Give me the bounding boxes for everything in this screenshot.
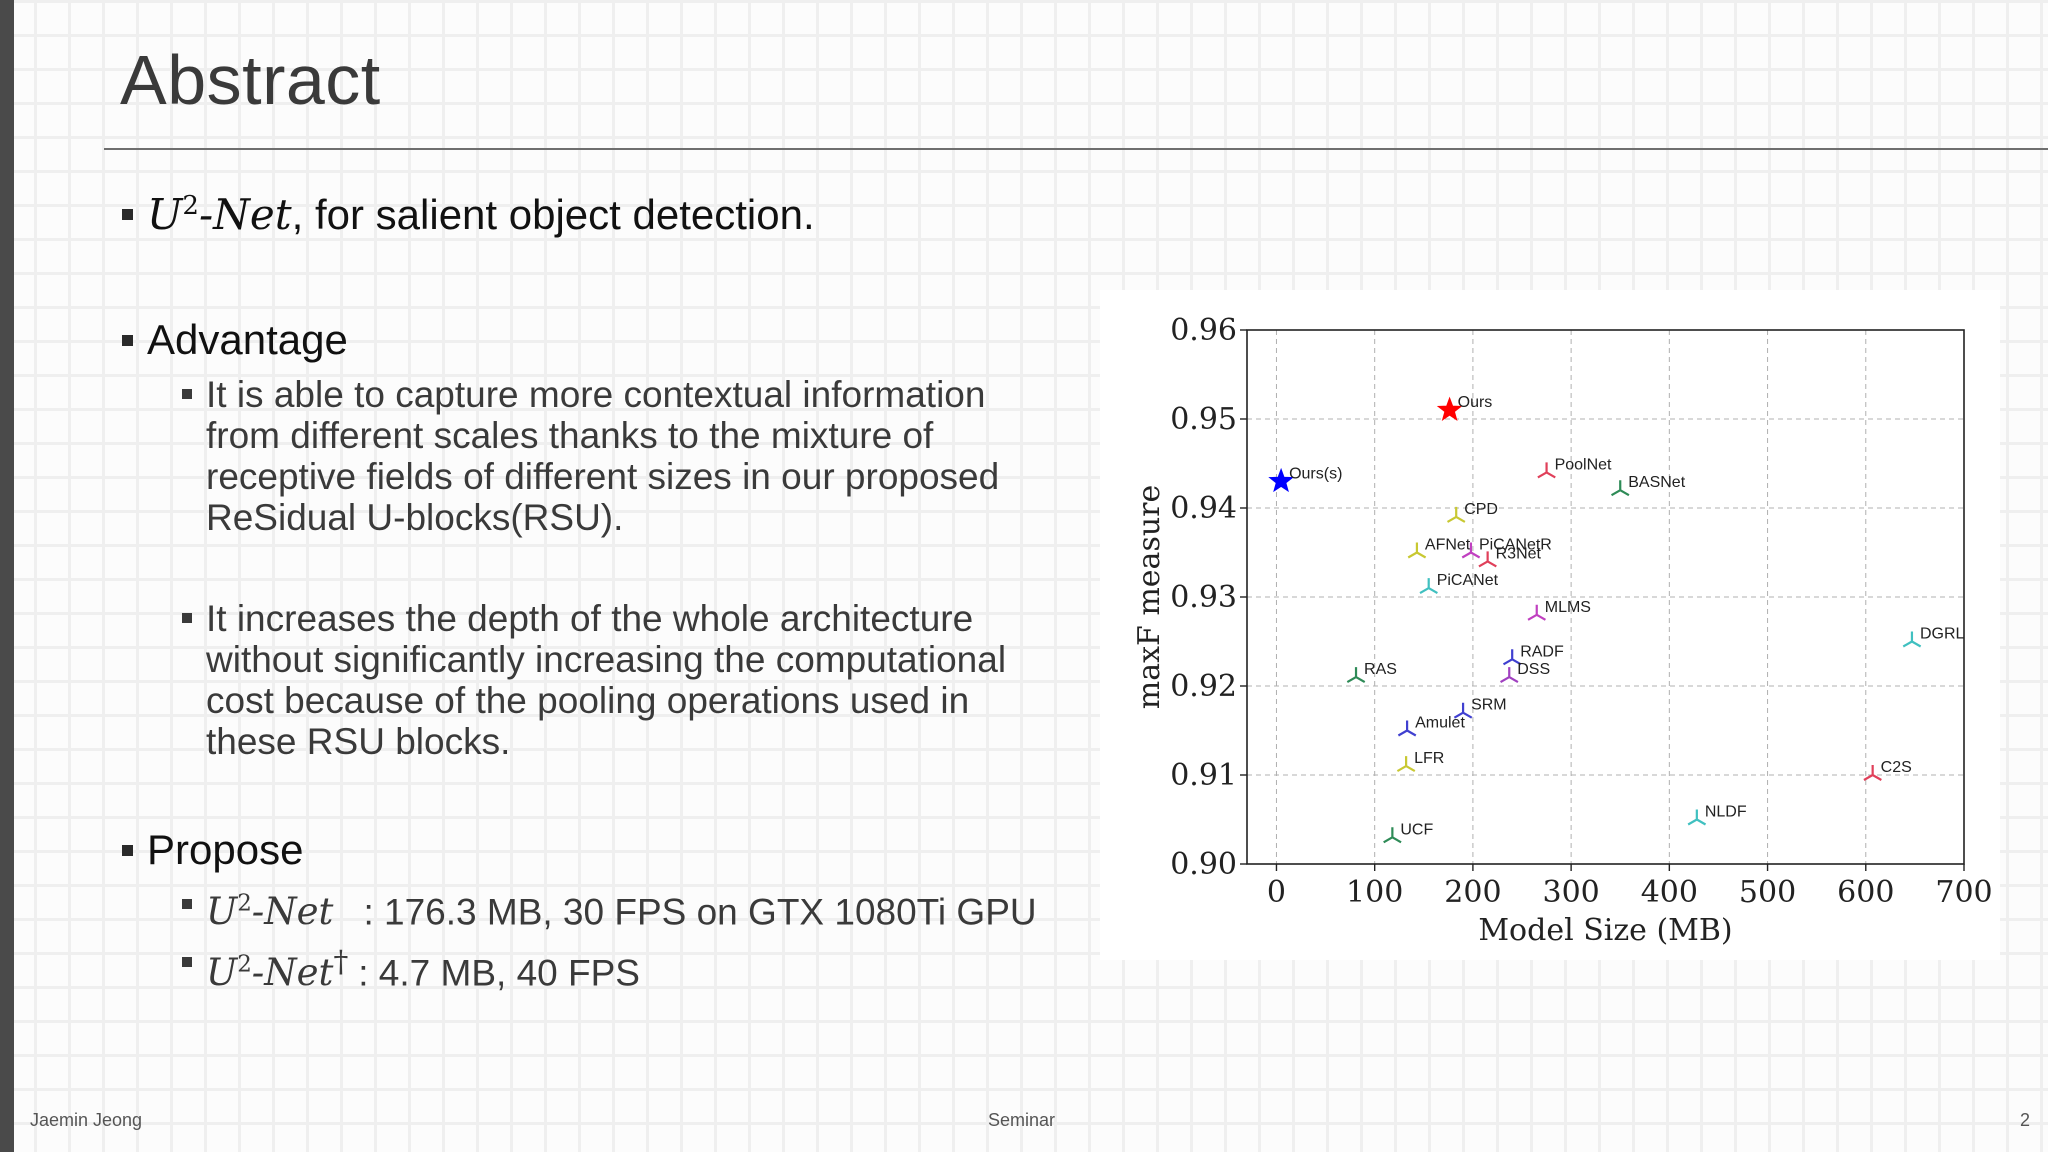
sub-bullet-square-icon [182, 957, 192, 967]
x-tick-label: 200 [1444, 875, 1501, 910]
model-size-vs-maxf-chart: 0 100 200 300 400 500 600 700 0.90 0.91 0.92 0.93 0.… [1100, 290, 2000, 960]
point-lfr-label: LFR [1414, 750, 1444, 767]
point-dss-label: DSS [1517, 661, 1550, 678]
point-basnet-marker [1610, 480, 1630, 497]
x-axis-label: Model Size (MB) [1478, 913, 1732, 948]
x-tick-label: 400 [1641, 875, 1698, 910]
point-nldf-marker [1687, 809, 1707, 826]
advantage-item-2: It increases the depth of the whole arch… [182, 598, 1006, 762]
point-srm-label: SRM [1471, 697, 1507, 714]
u2net-math: U2-Net [147, 190, 292, 239]
point-ucf-label: UCF [1400, 821, 1433, 838]
point-amulet-label: Amulet [1415, 715, 1465, 732]
point-radf-label: RADF [1520, 643, 1564, 660]
point-ucf-marker [1383, 827, 1402, 844]
bullet-square-icon [122, 844, 133, 856]
x-tick-label: 700 [1935, 875, 1992, 910]
propose-item-1: U2-Net: 176.3 MB, 30 FPS on GTX 1080Ti G… [182, 884, 1037, 932]
point-cpd-marker [1446, 506, 1466, 523]
advantage-heading: Advantage [147, 316, 348, 363]
point-dss-marker [1499, 667, 1519, 684]
y-tick-label: 0.95 [1170, 402, 1237, 437]
point-ras-marker [1346, 667, 1366, 684]
point-srm-marker [1453, 702, 1473, 719]
x-tick-label: 300 [1542, 875, 1599, 910]
point-amulet-marker [1397, 720, 1417, 737]
scatter-plot: 0 100 200 300 400 500 600 700 0.90 0.91 0.92 0.93 0.… [1132, 313, 1993, 948]
point-dgrl-marker [1902, 631, 1922, 648]
point-picanetr-label: PiCANetR [1479, 537, 1552, 554]
point-ours-label: Ours [1458, 394, 1493, 411]
point-cpd-label: CPD [1464, 501, 1498, 518]
u2net-math: U2-Net [206, 890, 334, 934]
propose-heading: Propose [147, 826, 304, 873]
point-picanet-marker [1419, 578, 1438, 595]
advantage-item-1: It is able to capture more contextual in… [182, 374, 999, 538]
y-tick-label: 0.96 [1170, 313, 1237, 348]
point-poolnet-label: PoolNet [1555, 456, 1612, 473]
title-divider [104, 148, 2048, 150]
point-c2s-label: C2S [1881, 759, 1912, 776]
plot-frame [1246, 329, 1965, 865]
point-basnet-label: BASNet [1628, 474, 1685, 491]
page-number: 2 [2020, 1110, 2031, 1130]
x-tick-label: 0 [1267, 875, 1286, 910]
y-tick-label: 0.90 [1170, 847, 1237, 882]
u2net-dagger-math: U2-Net† [206, 945, 349, 995]
y-tick-label: 0.91 [1170, 758, 1237, 793]
footer-author: Jaemin Jeong [30, 1110, 143, 1130]
advantage-item-1-text: It is able to capture more contextual in… [206, 374, 1000, 538]
point-picanet-label: PiCANet [1437, 572, 1499, 589]
left-edge-bar [0, 0, 14, 1152]
advantage-item-2-text: It increases the depth of the whole arch… [206, 598, 1007, 762]
point-dgrl-label: DGRL [1920, 626, 1965, 643]
propose-item-2: U2-Net†: 4.7 MB, 40 FPS [182, 942, 640, 993]
point-lfr-marker [1396, 756, 1416, 773]
y-tick-label: 0.93 [1170, 580, 1237, 615]
x-tick-label: 600 [1837, 875, 1894, 910]
point-poolnet-marker [1537, 462, 1556, 479]
footer-center: Seminar [988, 1110, 1056, 1130]
point-ours-s-label: Ours(s) [1289, 465, 1342, 482]
point-c2s-marker [1863, 765, 1882, 781]
bullet-propose: Propose [122, 826, 303, 874]
point-radf-marker [1502, 649, 1522, 666]
point-ours-marker [1436, 396, 1463, 421]
point-nldf-label: NLDF [1705, 804, 1747, 821]
bullet-square-icon [122, 334, 133, 346]
x-tick-label: 100 [1346, 875, 1403, 910]
propose-item-2-text: U2-Net†: 4.7 MB, 40 FPS [206, 945, 640, 995]
intro-text: U2-Net, for salient object detection. [147, 190, 815, 239]
point-mlms-marker [1527, 604, 1546, 621]
point-afnet-label: AFNet [1425, 537, 1471, 554]
sub-bullet-square-icon [182, 613, 192, 623]
bullet-square-icon [122, 209, 133, 220]
sub-bullet-square-icon [182, 389, 192, 399]
bullet-advantage: Advantage [122, 316, 348, 364]
point-ours-s-marker [1268, 467, 1294, 493]
point-mlms-label: MLMS [1545, 599, 1591, 616]
point-r3net-marker [1478, 551, 1497, 568]
point-picanetr-marker [1461, 542, 1481, 559]
bullet-intro: U2-Net, for salient object detection. [122, 190, 815, 239]
x-tick-label: 500 [1739, 875, 1796, 910]
propose-item-1-text: U2-Net: 176.3 MB, 30 FPS on GTX 1080Ti G… [206, 890, 1037, 934]
point-afnet-marker [1407, 542, 1427, 559]
point-r3net-label: R3Net [1496, 545, 1542, 562]
y-axis-label: maxF measure [1132, 485, 1167, 710]
y-tick-label: 0.94 [1170, 491, 1237, 526]
y-tick-label: 0.92 [1170, 669, 1237, 704]
slide-title: Abstract [120, 41, 381, 119]
sub-bullet-square-icon [182, 899, 192, 909]
point-ras-label: RAS [1364, 661, 1397, 678]
